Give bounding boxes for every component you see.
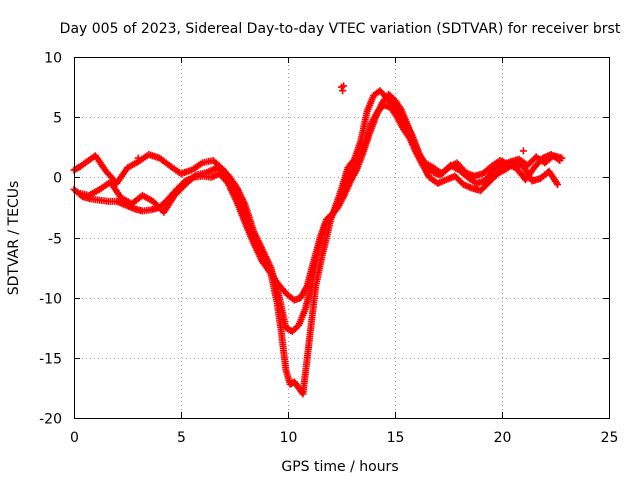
data-point-marker xyxy=(519,147,527,155)
data-point-marker xyxy=(134,154,142,162)
chart-title: Day 005 of 2023, Sidereal Day-to-day VTE… xyxy=(60,21,621,37)
data-point-marker xyxy=(339,87,347,95)
data-point-marker xyxy=(340,82,348,90)
x-tick-label: 20 xyxy=(494,430,512,446)
x-axis-label: GPS time / hours xyxy=(281,459,398,475)
y-tick-label: 10 xyxy=(44,51,62,67)
x-tick-label: 5 xyxy=(177,430,186,446)
data-points xyxy=(70,82,566,398)
y-tick-label: 5 xyxy=(53,111,62,127)
y-tick-label: -10 xyxy=(39,292,62,308)
x-tick-label: 25 xyxy=(601,430,619,446)
y-tick-label: -5 xyxy=(48,232,62,248)
x-tick-label: 10 xyxy=(280,430,298,446)
grid-lines xyxy=(74,57,609,418)
series-outlier xyxy=(134,82,527,162)
y-tick-label: 0 xyxy=(53,171,62,187)
x-tick-label: 0 xyxy=(70,430,79,446)
x-tick-label: 15 xyxy=(387,430,405,446)
axis-ticks: 0 5 10 15 20 25 -20 -15 -10 -5 0 5 10 xyxy=(39,51,618,447)
data-point-marker xyxy=(554,181,562,189)
data-point-marker xyxy=(191,172,198,180)
y-axis-label: SDTVAR / TECUs xyxy=(6,181,22,296)
y-tick-label: -20 xyxy=(39,412,62,428)
data-point-marker xyxy=(556,157,564,164)
series-track-c xyxy=(74,90,564,335)
y-tick-label: -15 xyxy=(39,352,62,368)
